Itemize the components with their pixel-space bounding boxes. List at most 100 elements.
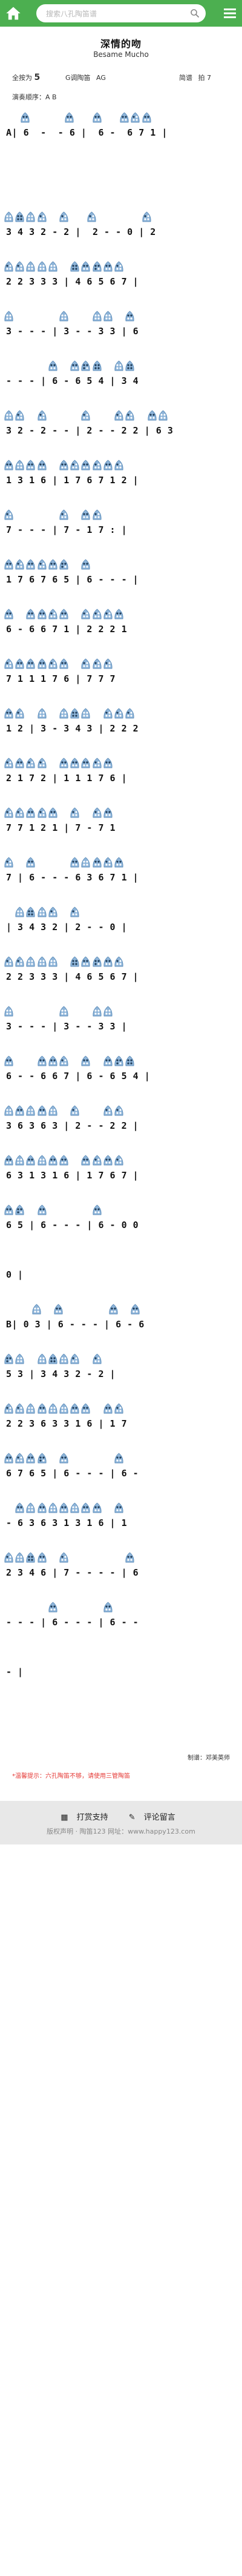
notation-line: 5 3 | 3 4 3 2 - 2 | [6,1369,116,1379]
notation-line: 6 - - 6 6 7 | 6 - 6 5 4 | [6,1071,151,1082]
ocarina-fingering-icon [15,1204,24,1215]
ocarina-fingering-icon [26,1502,35,1513]
ocarina-fingering-icon [48,956,57,967]
score-row: 3 6 3 6 3 | 2 - - 2 2 | [4,1103,236,1138]
ocarina-fingering-icon [81,360,90,371]
ocarina-fingering-icon [103,857,113,868]
ocarina-fingering-icon [142,211,151,222]
ocarina-fingering-icon [114,609,123,619]
ocarina-fingering-icon [93,1155,102,1166]
ocarina-fingering-icon [59,509,68,520]
tempo-info: 简谱 拍 7 [179,73,211,82]
ocarina-fingering-icon [4,460,13,471]
ocarina-fingering-icon [114,1453,123,1464]
fingering-row [6,905,236,918]
search-icon[interactable] [190,8,200,18]
ocarina-fingering-icon [38,1353,47,1364]
beat-value: 7 [207,74,211,82]
ocarina-fingering-icon [103,807,113,818]
song-title: 深情的吻 [100,38,142,50]
ocarina-fingering-icon [38,1403,47,1414]
ocarina-fingering-icon [70,1502,79,1513]
ocarina-fingering-icon [65,112,74,123]
score-row: | 3 4 3 2 | 2 - - 0 | [6,905,236,940]
notation-line [6,177,236,191]
ocarina-fingering-icon [38,758,47,768]
ocarina-fingering-icon [15,1353,24,1364]
ocarina-fingering-icon [93,1204,102,1215]
ocarina-fingering-icon [103,311,113,322]
ocarina-fingering-icon [4,1105,13,1116]
menu-icon[interactable] [223,6,237,21]
ocarina-fingering-icon [93,1353,102,1364]
ocarina-fingering-icon [38,907,47,917]
ocarina-fingering-icon [103,658,113,669]
ocarina-fingering-icon [81,261,90,272]
ocarina-fingering-icon [59,609,68,619]
ocarina-fingering-icon [59,311,68,322]
credits-label: 制谱： [188,1755,206,1762]
ocarina-fingering-icon [114,1403,123,1414]
ocarina-fingering-icon [81,857,90,868]
ocarina-fingering-icon [81,758,90,768]
ocarina-fingering-icon [4,1155,13,1166]
ocarina-fingering-icon [38,1055,47,1066]
notation-line: 7 7 1 2 1 | 7 - 7 1 [6,822,116,833]
ocarina-fingering-icon [4,1204,13,1215]
notation-line: 7 1 1 1 7 6 | 7 7 7 [6,673,116,684]
score-row: B| 0 3 | 6 - - - | 6 - 6 [6,1302,236,1337]
score-row: 7 1 1 1 7 6 | 7 7 7 [4,656,236,692]
ocarina-fingering-icon [59,1453,68,1464]
fingering-row [6,1302,236,1315]
ocarina-fingering-icon [114,261,123,272]
ocarina-fingering-icon [114,1055,123,1066]
ocarina-fingering-icon [59,1403,68,1414]
notation-line: 6 5 | 6 - - - | 6 - 0 0 [6,1220,139,1230]
fingering-row [4,1451,236,1464]
ocarina-fingering-icon [4,1403,13,1414]
search-input[interactable] [45,7,186,21]
ocarina-fingering-icon [38,559,47,570]
ocarina-fingering-icon [81,509,90,520]
fingering-row [4,1054,236,1067]
comment-button[interactable]: ✎ 评论留言 [128,1813,175,1822]
fingering-row [4,607,236,620]
ocarina-fingering-icon [70,708,79,719]
ocarina-fingering-icon [26,1552,35,1563]
ocarina-fingering-icon [4,708,13,719]
notation-line: 2 3 4 6 | 7 - - - - | 6 [6,1567,139,1578]
fingering-row [6,1600,236,1613]
score-row: 6 5 | 6 - - - | 6 - 0 0 [4,1203,236,1238]
ocarina-fingering-icon [103,609,113,619]
ocarina-fingering-icon [70,807,79,818]
ocarina-fingering-icon [15,956,24,967]
ocarina-fingering-icon [4,1453,13,1464]
fingering-row [4,855,236,868]
ocarina-fingering-icon [93,311,102,322]
ocarina-fingering-icon [48,1105,57,1116]
score-row: 7 - - - | 7 - 1 7 : | [4,507,236,543]
score-row: 6 - 6 6 7 1 | 2 2 2 1 [4,607,236,642]
score-row: 6 - - 6 6 7 | 6 - 6 5 4 | [4,1054,236,1089]
ocarina-fingering-icon [93,360,102,371]
copyright: 版权声明 · 陶笛123 网址：www.happy123.com [47,1828,195,1835]
comment-label: 评论留言 [143,1813,175,1822]
ocarina-fingering-icon [4,410,13,421]
tempo-label: 简谱 [179,74,192,82]
notation-line: 2 1 7 2 | 1 1 1 7 6 | [6,773,128,784]
ocarina-fingering-icon [120,112,129,123]
ocarina-fingering-icon [48,907,57,917]
notation-line: 6 7 6 5 | 6 - - - | 6 - [6,1468,139,1479]
home-icon[interactable] [5,5,22,22]
reward-button[interactable]: ▦ 打赏支持 [60,1813,108,1822]
fingering-row [4,1550,236,1564]
ocarina-fingering-icon [93,807,102,818]
ocarina-fingering-icon [59,658,68,669]
search-box[interactable] [36,4,206,22]
ocarina-fingering-icon [15,807,24,818]
notation-line: A| 6 - - 6 | 6 - 6 7 1 | [6,127,168,138]
ocarina-fingering-icon [81,410,90,421]
score-row: 0 | [6,1252,236,1287]
ocarina-fingering-icon [4,559,13,570]
ocarina-fingering-icon [26,807,35,818]
